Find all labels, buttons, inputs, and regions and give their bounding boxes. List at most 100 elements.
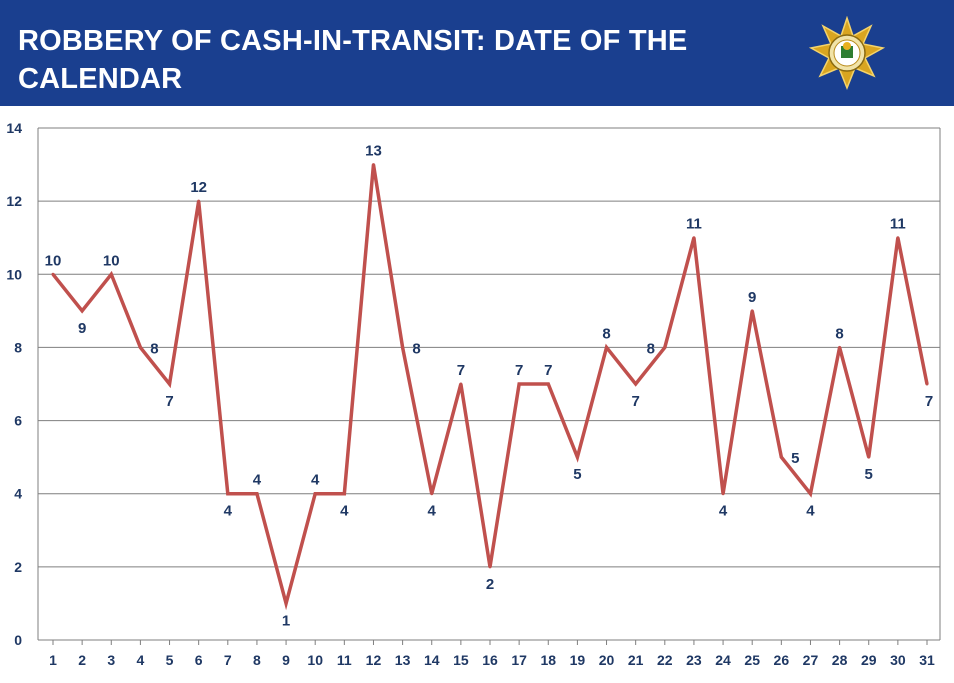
axes — [37, 128, 941, 645]
data-point — [109, 272, 113, 276]
data-point — [51, 272, 55, 276]
x-tick-label: 12 — [366, 652, 382, 668]
data-label: 4 — [311, 472, 320, 489]
data-point — [925, 382, 929, 386]
x-tick-label: 11 — [337, 652, 352, 668]
data-point — [197, 199, 201, 203]
y-tick-label: 8 — [14, 339, 22, 355]
data-point — [808, 492, 812, 496]
x-tick-label: 7 — [224, 652, 232, 668]
x-tick-label: 22 — [657, 652, 673, 668]
data-point — [168, 382, 172, 386]
data-point — [896, 236, 900, 240]
x-tick-label: 25 — [744, 652, 760, 668]
x-tick-label: 2 — [78, 652, 86, 668]
header-bar: ROBBERY OF CASH-IN-TRANSIT: DATE OF THE … — [0, 0, 954, 106]
data-label: 8 — [835, 325, 843, 342]
x-tick-label: 6 — [195, 652, 203, 668]
data-point — [313, 492, 317, 496]
data-label: 4 — [340, 503, 349, 520]
x-tick-label: 8 — [253, 652, 261, 668]
x-tick-label: 28 — [832, 652, 848, 668]
data-label: 4 — [253, 472, 262, 489]
data-point — [838, 345, 842, 349]
data-label: 4 — [806, 503, 815, 520]
data-label: 5 — [573, 466, 581, 483]
data-label: 5 — [865, 466, 873, 483]
data-label: 7 — [457, 362, 465, 379]
data-label: 1 — [282, 612, 290, 629]
x-tick-label: 18 — [540, 652, 556, 668]
y-tick-label: 0 — [14, 632, 22, 648]
data-label: 8 — [150, 340, 158, 357]
data-point — [634, 382, 638, 386]
data-label: 4 — [428, 503, 437, 520]
x-tick-label: 19 — [570, 652, 586, 668]
x-tick-label: 31 — [919, 652, 935, 668]
police-star-emblem-icon — [808, 16, 886, 91]
y-tick-label: 14 — [6, 120, 22, 136]
data-point — [575, 455, 579, 459]
x-tick-label: 30 — [890, 652, 906, 668]
x-tick-label: 10 — [307, 652, 323, 668]
series-line — [51, 164, 929, 611]
data-point — [750, 309, 754, 313]
data-point — [255, 492, 259, 496]
x-tick-label: 29 — [861, 652, 877, 668]
x-tick-label: 21 — [628, 652, 644, 668]
y-tick-label: 10 — [6, 266, 22, 282]
data-label: 11 — [890, 216, 906, 233]
data-label: 2 — [486, 576, 494, 593]
x-tick-label: 4 — [137, 652, 145, 668]
data-point — [867, 455, 871, 459]
data-point — [488, 565, 492, 569]
x-tick-label: 23 — [686, 652, 702, 668]
data-label: 8 — [602, 325, 610, 342]
data-point — [546, 382, 550, 386]
data-series — [51, 163, 929, 611]
data-point — [663, 345, 667, 349]
data-point — [401, 345, 405, 349]
x-tick-label: 15 — [453, 652, 469, 668]
data-point — [517, 382, 521, 386]
x-tick-label: 14 — [424, 652, 440, 668]
grid-lines — [38, 127, 940, 568]
x-tick-label: 3 — [107, 652, 115, 668]
x-tick-label: 27 — [803, 652, 819, 668]
data-point — [430, 492, 434, 496]
data-label: 7 — [925, 393, 933, 410]
x-tick-label: 24 — [715, 652, 731, 668]
data-label: 7 — [631, 393, 639, 410]
data-point — [371, 163, 375, 167]
data-label: 5 — [791, 450, 799, 467]
data-label: 11 — [686, 216, 702, 233]
data-point — [342, 492, 346, 496]
data-point — [80, 309, 84, 313]
data-label: 12 — [190, 179, 207, 196]
data-labels: 10 9 10 8 7 12 4 4 1 4 4 13 8 4 7 2 7 7 5 8 7 8 11 4 9 5 4 8 5 11 7 — [45, 143, 934, 630]
data-label: 8 — [647, 340, 655, 357]
x-tick-label: 5 — [166, 652, 174, 668]
data-label: 4 — [719, 503, 728, 520]
data-point — [226, 492, 230, 496]
x-tick-label: 26 — [774, 652, 790, 668]
data-label: 10 — [45, 252, 62, 269]
data-label: 7 — [165, 393, 173, 410]
x-tick-label: 17 — [511, 652, 527, 668]
y-tick-label: 6 — [14, 413, 22, 429]
data-label: 9 — [748, 289, 756, 306]
y-tick-label: 4 — [14, 486, 22, 502]
data-label: 9 — [78, 320, 86, 337]
data-point — [605, 345, 609, 349]
x-tick-label: 9 — [282, 652, 290, 668]
data-label: 7 — [515, 362, 523, 379]
data-label: 8 — [412, 340, 420, 357]
data-point — [779, 455, 783, 459]
data-point — [459, 382, 463, 386]
x-tick-label: 13 — [395, 652, 411, 668]
x-tick-label: 16 — [482, 652, 498, 668]
y-tick-label: 2 — [14, 559, 22, 575]
page-title: ROBBERY OF CASH-IN-TRANSIT: DATE OF THE … — [18, 25, 688, 95]
